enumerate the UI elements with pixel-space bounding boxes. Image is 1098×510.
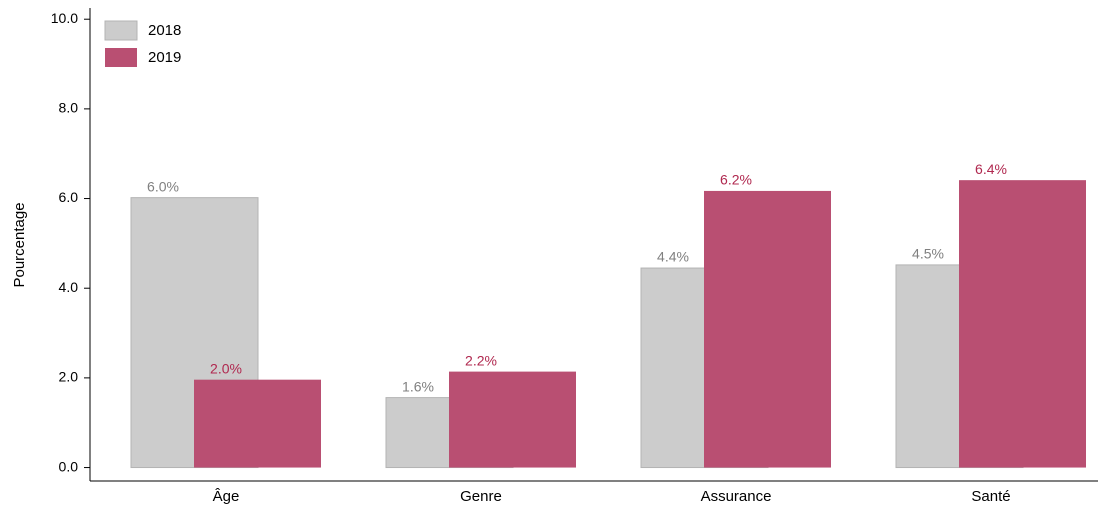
value-label: 4.4% [657,249,689,265]
legend-label: 2019 [148,49,181,66]
y-tick-label: 8.0 [59,100,79,116]
y-axis-label: Pourcentage [11,202,28,287]
value-label: 2.2% [465,352,497,368]
y-tick-label: 10.0 [51,10,78,26]
y-tick-label: 4.0 [59,279,79,295]
bar [704,190,831,468]
bar [449,371,576,468]
x-tick-label: Santé [971,488,1010,505]
value-label: 6.4% [975,161,1007,177]
y-tick-label: 2.0 [59,369,79,385]
value-label: 6.2% [720,172,752,188]
value-label: 1.6% [402,378,434,394]
legend-swatch [104,20,138,41]
legend-label: 2018 [148,22,181,39]
value-label: 6.0% [147,178,179,194]
x-tick-label: Âge [213,488,240,505]
bar [194,379,321,468]
legend-swatch [105,48,137,67]
bar [959,180,1086,468]
y-tick-label: 0.0 [59,458,79,474]
x-tick-label: Assurance [701,488,772,505]
value-label: 2.0% [210,360,242,376]
value-label: 4.5% [912,246,944,262]
y-tick-label: 6.0 [59,189,79,205]
x-tick-label: Genre [460,488,502,505]
